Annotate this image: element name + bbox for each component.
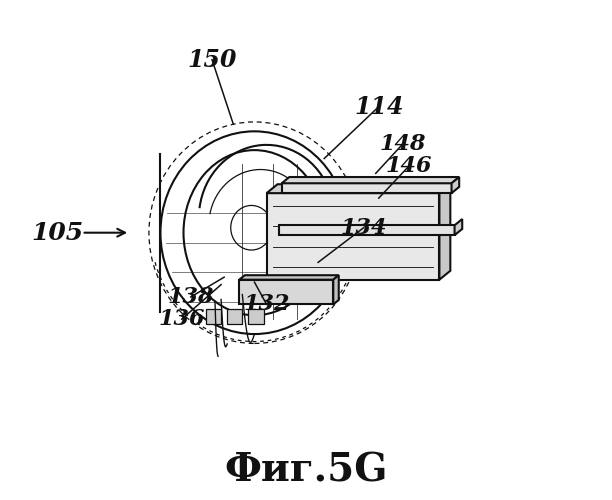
Polygon shape: [227, 310, 242, 324]
Text: 148: 148: [380, 132, 427, 154]
Text: 146: 146: [386, 155, 432, 177]
Polygon shape: [452, 177, 459, 193]
Polygon shape: [267, 193, 439, 280]
Polygon shape: [282, 177, 459, 183]
Polygon shape: [206, 310, 221, 324]
Polygon shape: [239, 275, 339, 280]
Polygon shape: [455, 219, 462, 235]
Text: 132: 132: [244, 294, 290, 316]
Polygon shape: [248, 310, 264, 324]
Text: Фиг.5G: Фиг.5G: [224, 451, 388, 489]
Polygon shape: [282, 183, 452, 193]
Text: 134: 134: [340, 217, 387, 239]
Text: 138: 138: [168, 286, 214, 308]
Polygon shape: [334, 275, 339, 304]
Polygon shape: [267, 184, 450, 193]
Text: 105: 105: [31, 220, 83, 244]
Text: 114: 114: [354, 94, 403, 118]
Polygon shape: [239, 280, 334, 304]
Polygon shape: [439, 184, 450, 280]
Text: 136: 136: [159, 308, 205, 330]
Text: 150: 150: [187, 48, 237, 72]
Polygon shape: [278, 226, 455, 235]
